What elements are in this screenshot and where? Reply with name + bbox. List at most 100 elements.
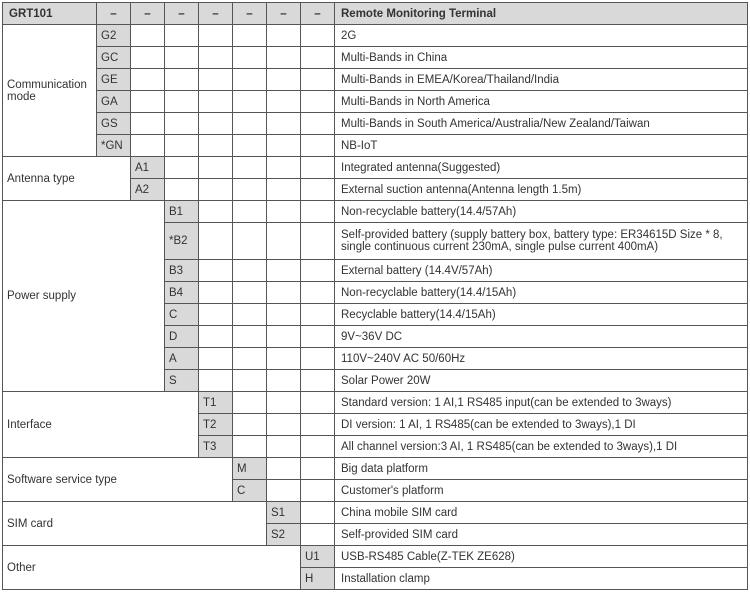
section-label: Other xyxy=(3,546,301,590)
option-code: H xyxy=(301,568,335,590)
blank-cell xyxy=(165,113,199,135)
blank-cell xyxy=(267,47,301,69)
blank-cell xyxy=(165,69,199,91)
dash-header: – xyxy=(233,3,267,25)
option-code: GE xyxy=(97,69,131,91)
option-desc: 2G xyxy=(335,25,748,47)
blank-cell xyxy=(165,135,199,157)
dash-header: – xyxy=(267,3,301,25)
blank-cell xyxy=(199,348,233,370)
blank-cell xyxy=(199,260,233,282)
option-desc: Big data platform xyxy=(335,458,748,480)
option-code: *GN xyxy=(97,135,131,157)
option-desc: Multi-Bands in North America xyxy=(335,91,748,113)
blank-cell xyxy=(267,69,301,91)
blank-cell xyxy=(199,157,233,179)
blank-cell xyxy=(199,47,233,69)
option-code: T2 xyxy=(199,414,233,436)
blank-cell xyxy=(301,458,335,480)
blank-cell xyxy=(199,223,233,260)
option-desc: Multi-Bands in EMEA/Korea/Thailand/India xyxy=(335,69,748,91)
option-desc: Multi-Bands in China xyxy=(335,47,748,69)
option-desc: 9V~36V DC xyxy=(335,326,748,348)
blank-cell xyxy=(233,113,267,135)
option-desc: Non-recyclable battery(14.4/15Ah) xyxy=(335,282,748,304)
option-code: GS xyxy=(97,113,131,135)
blank-cell xyxy=(165,91,199,113)
blank-cell xyxy=(301,223,335,260)
blank-cell xyxy=(165,157,199,179)
blank-cell xyxy=(233,157,267,179)
option-code: G2 xyxy=(97,25,131,47)
blank-cell xyxy=(301,91,335,113)
option-code: A2 xyxy=(131,179,165,201)
blank-cell xyxy=(267,157,301,179)
blank-cell xyxy=(131,69,165,91)
blank-cell xyxy=(199,91,233,113)
blank-cell xyxy=(233,201,267,223)
option-desc: Self-provided battery (supply battery bo… xyxy=(335,223,748,260)
blank-cell xyxy=(233,179,267,201)
blank-cell xyxy=(199,135,233,157)
blank-cell xyxy=(301,201,335,223)
option-code: A1 xyxy=(131,157,165,179)
option-code: *B2 xyxy=(165,223,199,260)
option-code: B1 xyxy=(165,201,199,223)
blank-cell xyxy=(233,392,267,414)
blank-cell xyxy=(199,304,233,326)
product-code: GRT101 xyxy=(3,3,97,25)
dash-header: – xyxy=(199,3,233,25)
section-label: Communication mode xyxy=(3,25,97,157)
blank-cell xyxy=(233,25,267,47)
blank-cell xyxy=(267,25,301,47)
blank-cell xyxy=(233,91,267,113)
spec-table: GRT101–––––––Remote Monitoring TerminalC… xyxy=(2,2,748,590)
blank-cell xyxy=(233,348,267,370)
option-code: C xyxy=(165,304,199,326)
blank-cell xyxy=(267,392,301,414)
blank-cell xyxy=(301,370,335,392)
blank-cell xyxy=(131,91,165,113)
blank-cell xyxy=(301,282,335,304)
dash-header: – xyxy=(165,3,199,25)
blank-cell xyxy=(301,524,335,546)
blank-cell xyxy=(267,436,301,458)
option-code: D xyxy=(165,326,199,348)
blank-cell xyxy=(301,502,335,524)
blank-cell xyxy=(267,113,301,135)
blank-cell xyxy=(267,91,301,113)
option-desc: External battery (14.4V/57Ah) xyxy=(335,260,748,282)
blank-cell xyxy=(199,25,233,47)
blank-cell xyxy=(267,135,301,157)
blank-cell xyxy=(267,480,301,502)
option-desc: DI version: 1 AI, 1 RS485(can be extende… xyxy=(335,414,748,436)
option-code: S2 xyxy=(267,524,301,546)
blank-cell xyxy=(233,69,267,91)
blank-cell xyxy=(267,326,301,348)
option-desc: Non-recyclable battery(14.4/57Ah) xyxy=(335,201,748,223)
option-desc: Integrated antenna(Suggested) xyxy=(335,157,748,179)
option-desc: Multi-Bands in South America/Australia/N… xyxy=(335,113,748,135)
blank-cell xyxy=(233,326,267,348)
dash-header: – xyxy=(97,3,131,25)
blank-cell xyxy=(267,223,301,260)
blank-cell xyxy=(199,282,233,304)
option-desc: Installation clamp xyxy=(335,568,748,590)
section-label: Antenna type xyxy=(3,157,131,201)
option-code: S xyxy=(165,370,199,392)
blank-cell xyxy=(199,370,233,392)
option-code: B3 xyxy=(165,260,199,282)
section-label: SIM card xyxy=(3,502,267,546)
blank-cell xyxy=(301,480,335,502)
blank-cell xyxy=(301,304,335,326)
option-desc: China mobile SIM card xyxy=(335,502,748,524)
blank-cell xyxy=(301,179,335,201)
blank-cell xyxy=(233,223,267,260)
title-cell: Remote Monitoring Terminal xyxy=(335,3,748,25)
blank-cell xyxy=(267,179,301,201)
dash-header: – xyxy=(131,3,165,25)
option-code: U1 xyxy=(301,546,335,568)
blank-cell xyxy=(199,113,233,135)
option-code: A xyxy=(165,348,199,370)
option-code: T1 xyxy=(199,392,233,414)
